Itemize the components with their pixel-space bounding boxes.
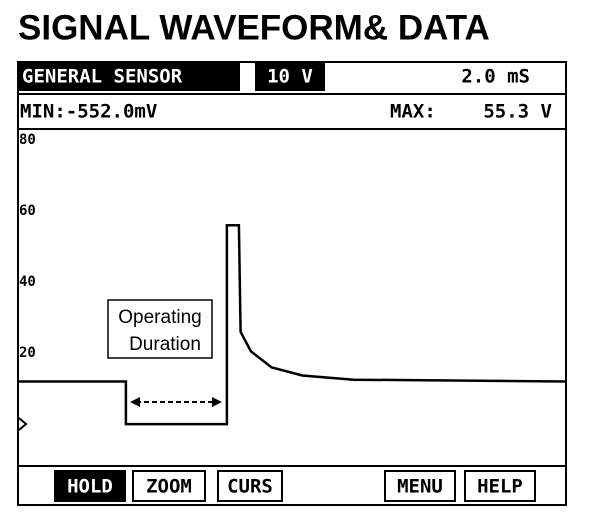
page-title: SIGNAL WAVEFORM& DATA [18,8,490,47]
min-readout: MIN:-552.0mV [20,101,157,123]
button-label[interactable]: ZOOM [146,476,192,498]
max-value: 55.3 V [483,101,552,123]
scope-frame [17,61,567,506]
button[interactable] [384,470,456,502]
button[interactable] [132,470,206,502]
button-label[interactable]: MENU [397,476,443,498]
y-tick-label: 80 [19,132,36,148]
waveform [18,223,567,426]
vdiv-bg [255,62,325,91]
button-label[interactable]: CURS [227,476,273,498]
annotation-text: Duration [129,334,201,355]
sensor-label: GENERAL SENSOR [22,66,183,88]
ground-marker [18,417,28,431]
sensor-bg [18,62,240,91]
button-label[interactable]: HOLD [67,476,113,498]
annotation-box [107,299,213,359]
vdiv-label: 10 V [267,66,313,88]
y-tick-label: 40 [19,274,36,290]
button[interactable] [54,470,126,502]
arrow-heads [130,397,222,407]
button[interactable] [464,470,536,502]
max-label: MAX: [390,101,436,123]
y-tick-label: 20 [19,345,36,361]
y-tick-label: 60 [19,203,36,219]
button[interactable] [217,470,283,502]
tdiv-label: 2.0 mS [461,66,530,88]
button-label[interactable]: HELP [477,476,523,498]
annotation-text: Operating [118,307,201,328]
